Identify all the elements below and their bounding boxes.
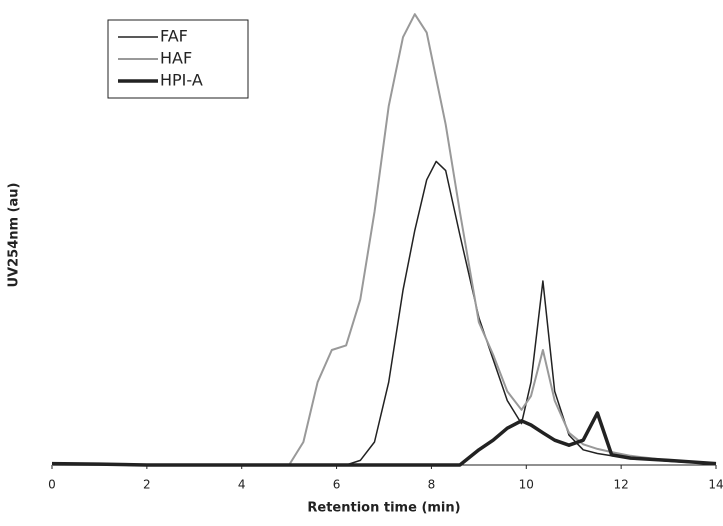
series-line — [52, 160, 717, 466]
legend-label: HAF — [160, 49, 192, 68]
x-tick-label: 2 — [143, 478, 151, 492]
x-tick-label: 10 — [519, 478, 534, 492]
x-tick-label: 12 — [614, 478, 629, 492]
x-tick-label: 6 — [333, 478, 341, 492]
x-tick-label: 8 — [428, 478, 436, 492]
series-line — [51, 411, 717, 467]
x-tick-label: 14 — [708, 478, 723, 492]
legend-label: HPI-A — [160, 71, 203, 90]
x-tick-label: 0 — [48, 478, 56, 492]
y-axis-label: UV254nm (au) — [7, 183, 22, 288]
x-tick-label: 4 — [238, 478, 246, 492]
legend-label: FAF — [160, 27, 188, 46]
x-axis-label: Retention time (min) — [307, 501, 460, 516]
